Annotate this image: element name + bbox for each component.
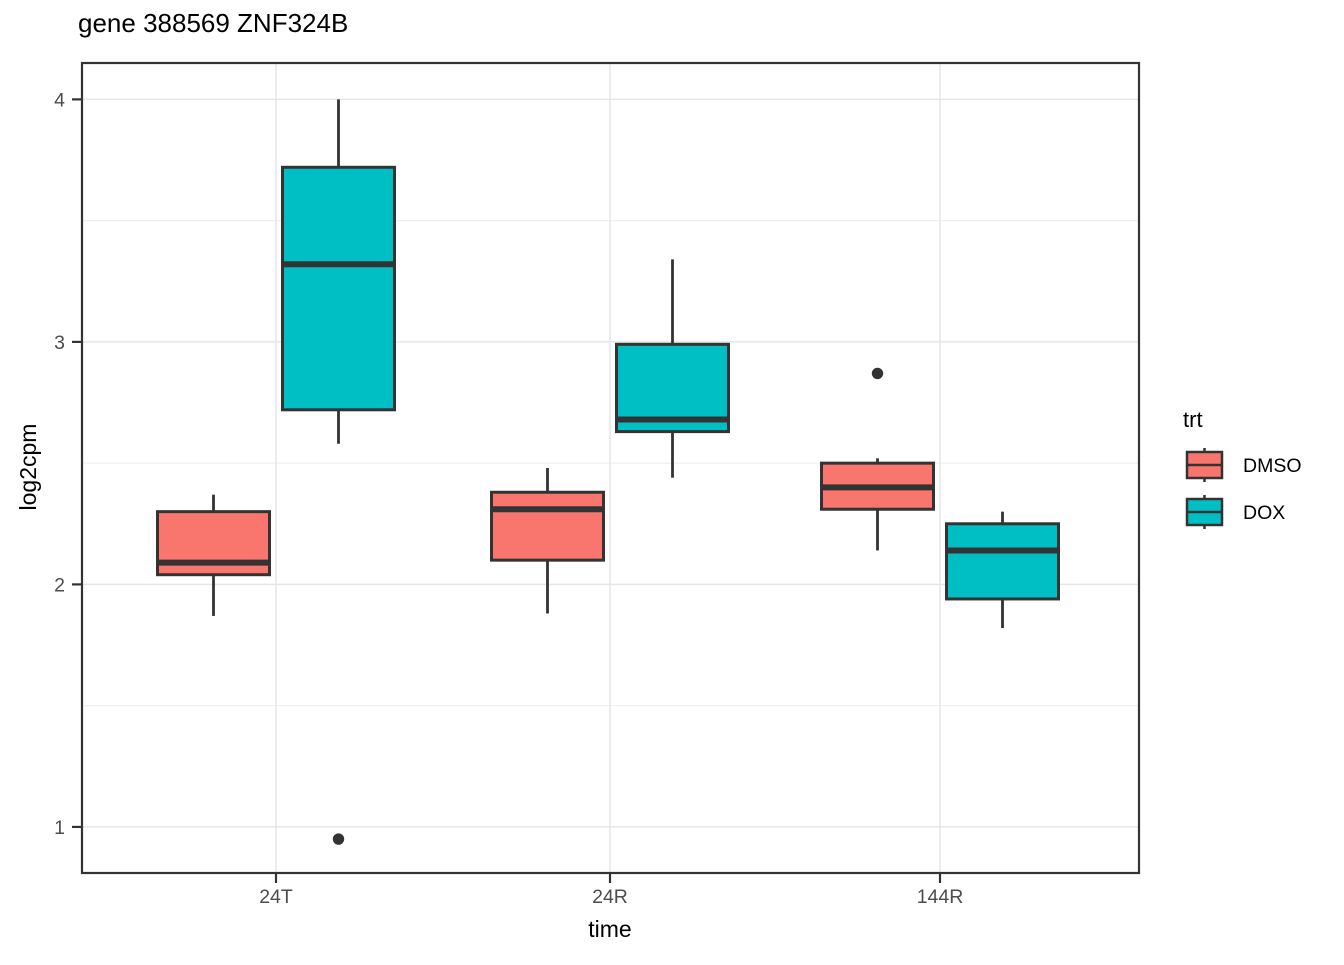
grid-layer	[82, 63, 1139, 873]
box-24T-DOX	[281, 165, 396, 412]
outlier-point-144R-DMSO	[871, 367, 884, 380]
legend-label-DOX: DOX	[1243, 502, 1285, 524]
x-tick-label: 24R	[592, 886, 628, 908]
legend-label-DMSO: DMSO	[1243, 455, 1302, 477]
outlier-point-24T-DOX	[332, 833, 345, 845]
y-tick-label: 4	[54, 89, 65, 111]
plot-title: gene 388569 ZNF324B	[78, 8, 348, 38]
y-axis-title: log2cpm	[15, 424, 41, 511]
axis-tick-marks	[72, 98, 942, 883]
legend-entries: DMSO DOX	[1185, 448, 1302, 529]
y-tick-label: 1	[54, 817, 65, 839]
legend-title: trt	[1183, 407, 1203, 432]
y-tick-label: 3	[54, 332, 65, 354]
axis-tick-labels: 1 2 3 4 24T 24R 144R	[54, 89, 963, 908]
y-tick-label: 2	[54, 574, 65, 596]
box-24R-DMSO	[490, 490, 605, 562]
x-tick-label: 144R	[917, 886, 964, 908]
x-axis-title: time	[588, 916, 631, 942]
box-144R-DOX	[945, 522, 1060, 601]
legend: trt DMSO DOX	[1183, 407, 1302, 529]
boxplot-data-layer	[156, 99, 1060, 845]
x-tick-label: 24T	[259, 886, 293, 908]
